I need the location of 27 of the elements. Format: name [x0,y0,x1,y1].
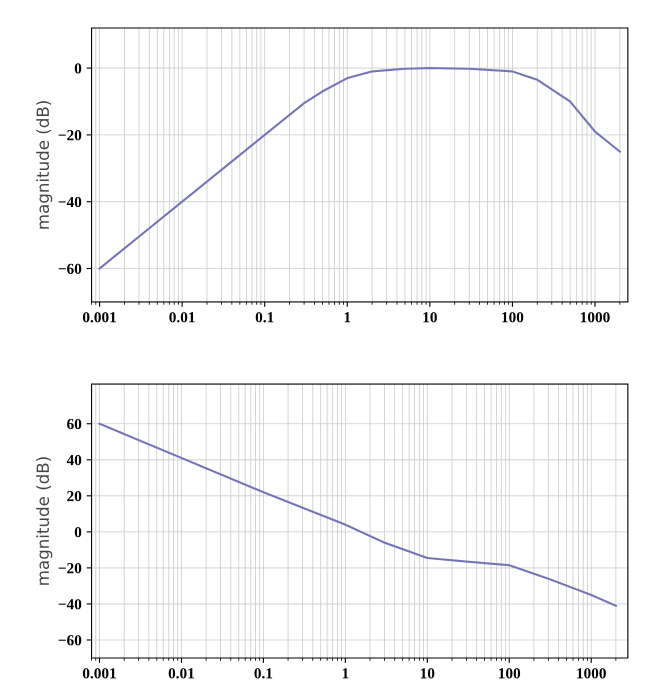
x-tick-label: 0.1 [256,312,274,322]
x-tick-label: 0.001 [82,312,116,322]
y-tick-label: 20 [67,490,82,502]
y-tick-label: −60 [58,264,82,274]
x-tick-label: 1000 [577,668,606,678]
y-tick-label: −40 [58,599,82,610]
x-tick-label: 100 [499,668,520,678]
y-axis-title: magnitude (dB) [36,457,52,585]
x-tick-label: 0.001 [82,668,116,679]
y-tick-label: 0 [74,63,82,74]
x-tick-label: 0.01 [169,312,195,322]
y-axis-title: magnitude (dB) [36,101,52,229]
x-tick-label: 0.1 [254,668,272,679]
y-tick-label: 60 [67,418,82,430]
y-tick-label: −20 [58,130,82,140]
x-tick-label: 10 [423,312,437,322]
y-tick-label: 40 [66,454,82,466]
y-tick-label: −60 [58,635,82,646]
y-tick-label: −20 [58,563,82,574]
x-tick-label: 1 [342,668,348,678]
x-tick-label: 1 [344,312,350,322]
y-tick-label: −40 [58,196,82,208]
x-tick-label: 10 [420,668,434,678]
x-tick-label: 100 [502,312,524,322]
x-tick-label: 0.01 [168,668,194,679]
y-tick-label: 0 [74,526,82,538]
x-tick-label: 1000 [580,312,610,322]
